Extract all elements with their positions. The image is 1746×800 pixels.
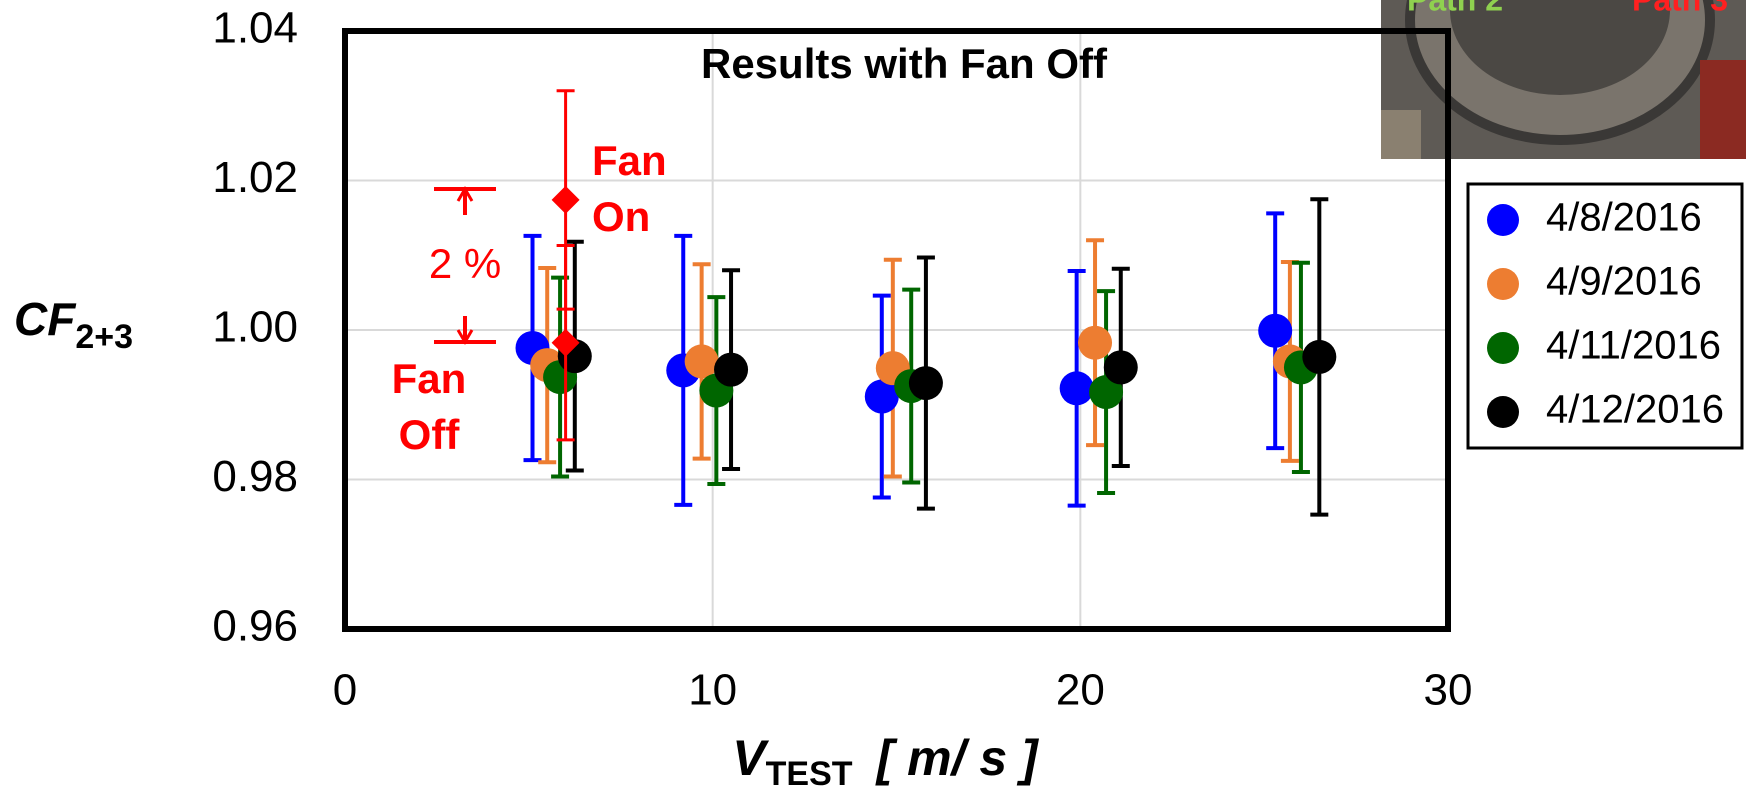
marker-diamond	[551, 328, 580, 357]
legend-marker	[1487, 396, 1519, 428]
y-axis-label-main: CF	[14, 293, 77, 345]
legend-label: 4/11/2016	[1546, 324, 1721, 368]
x-axis-label-main: V	[732, 730, 769, 786]
x-tick-label: 10	[688, 666, 737, 715]
legend-label: 4/8/2016	[1546, 196, 1702, 240]
legend-marker	[1487, 332, 1519, 364]
data-point	[1302, 339, 1337, 374]
data-point	[714, 352, 749, 387]
x-tick-label: 20	[1056, 666, 1105, 715]
marker-label: Off	[399, 411, 461, 458]
marker-label: Fan	[592, 137, 667, 184]
data-point	[1103, 350, 1138, 385]
legend-marker	[1487, 268, 1519, 300]
data-point	[1089, 375, 1124, 410]
legend-label: 4/12/2016	[1546, 388, 1724, 432]
data-point	[1078, 325, 1113, 360]
marker-label: Fan	[392, 355, 467, 402]
y-axis-label: CF2+3	[14, 293, 133, 356]
bracket-label: 2 %	[429, 240, 501, 287]
y-tick-label: 1.02	[212, 153, 298, 202]
inset-label: Path 3	[1632, 0, 1728, 17]
y-tick-label: 1.00	[212, 303, 298, 352]
legend-label: 4/9/2016	[1546, 260, 1702, 304]
data-point	[864, 379, 899, 414]
data-point	[684, 344, 719, 379]
x-axis-label-sub: TEST	[766, 755, 853, 793]
inset-photo	[1381, 0, 1746, 159]
bracket-arrowhead	[456, 329, 474, 345]
plot-frame	[342, 28, 1451, 632]
x-axis-label: VTEST [ m/ s ]	[732, 730, 1040, 793]
y-tick-label: 0.98	[212, 452, 298, 501]
data-point	[908, 366, 943, 401]
legend-marker	[1487, 204, 1519, 236]
y-axis-label-sub: 2+3	[75, 318, 133, 356]
inset-label: Path 2	[1407, 0, 1503, 17]
y-tick-label: 1.04	[212, 4, 298, 53]
chart-title: Results with Fan Off	[701, 40, 1108, 87]
x-tick-label: 30	[1424, 666, 1473, 715]
bracket-arrowhead	[456, 186, 474, 202]
y-tick-label: 0.96	[212, 602, 298, 651]
marker-diamond	[551, 185, 580, 214]
data-point	[1258, 313, 1293, 348]
data-point	[1059, 371, 1094, 406]
x-tick-label: 0	[333, 666, 357, 715]
marker-label: On	[592, 193, 650, 240]
x-axis-label-unit: [ m/ s ]	[875, 730, 1040, 786]
